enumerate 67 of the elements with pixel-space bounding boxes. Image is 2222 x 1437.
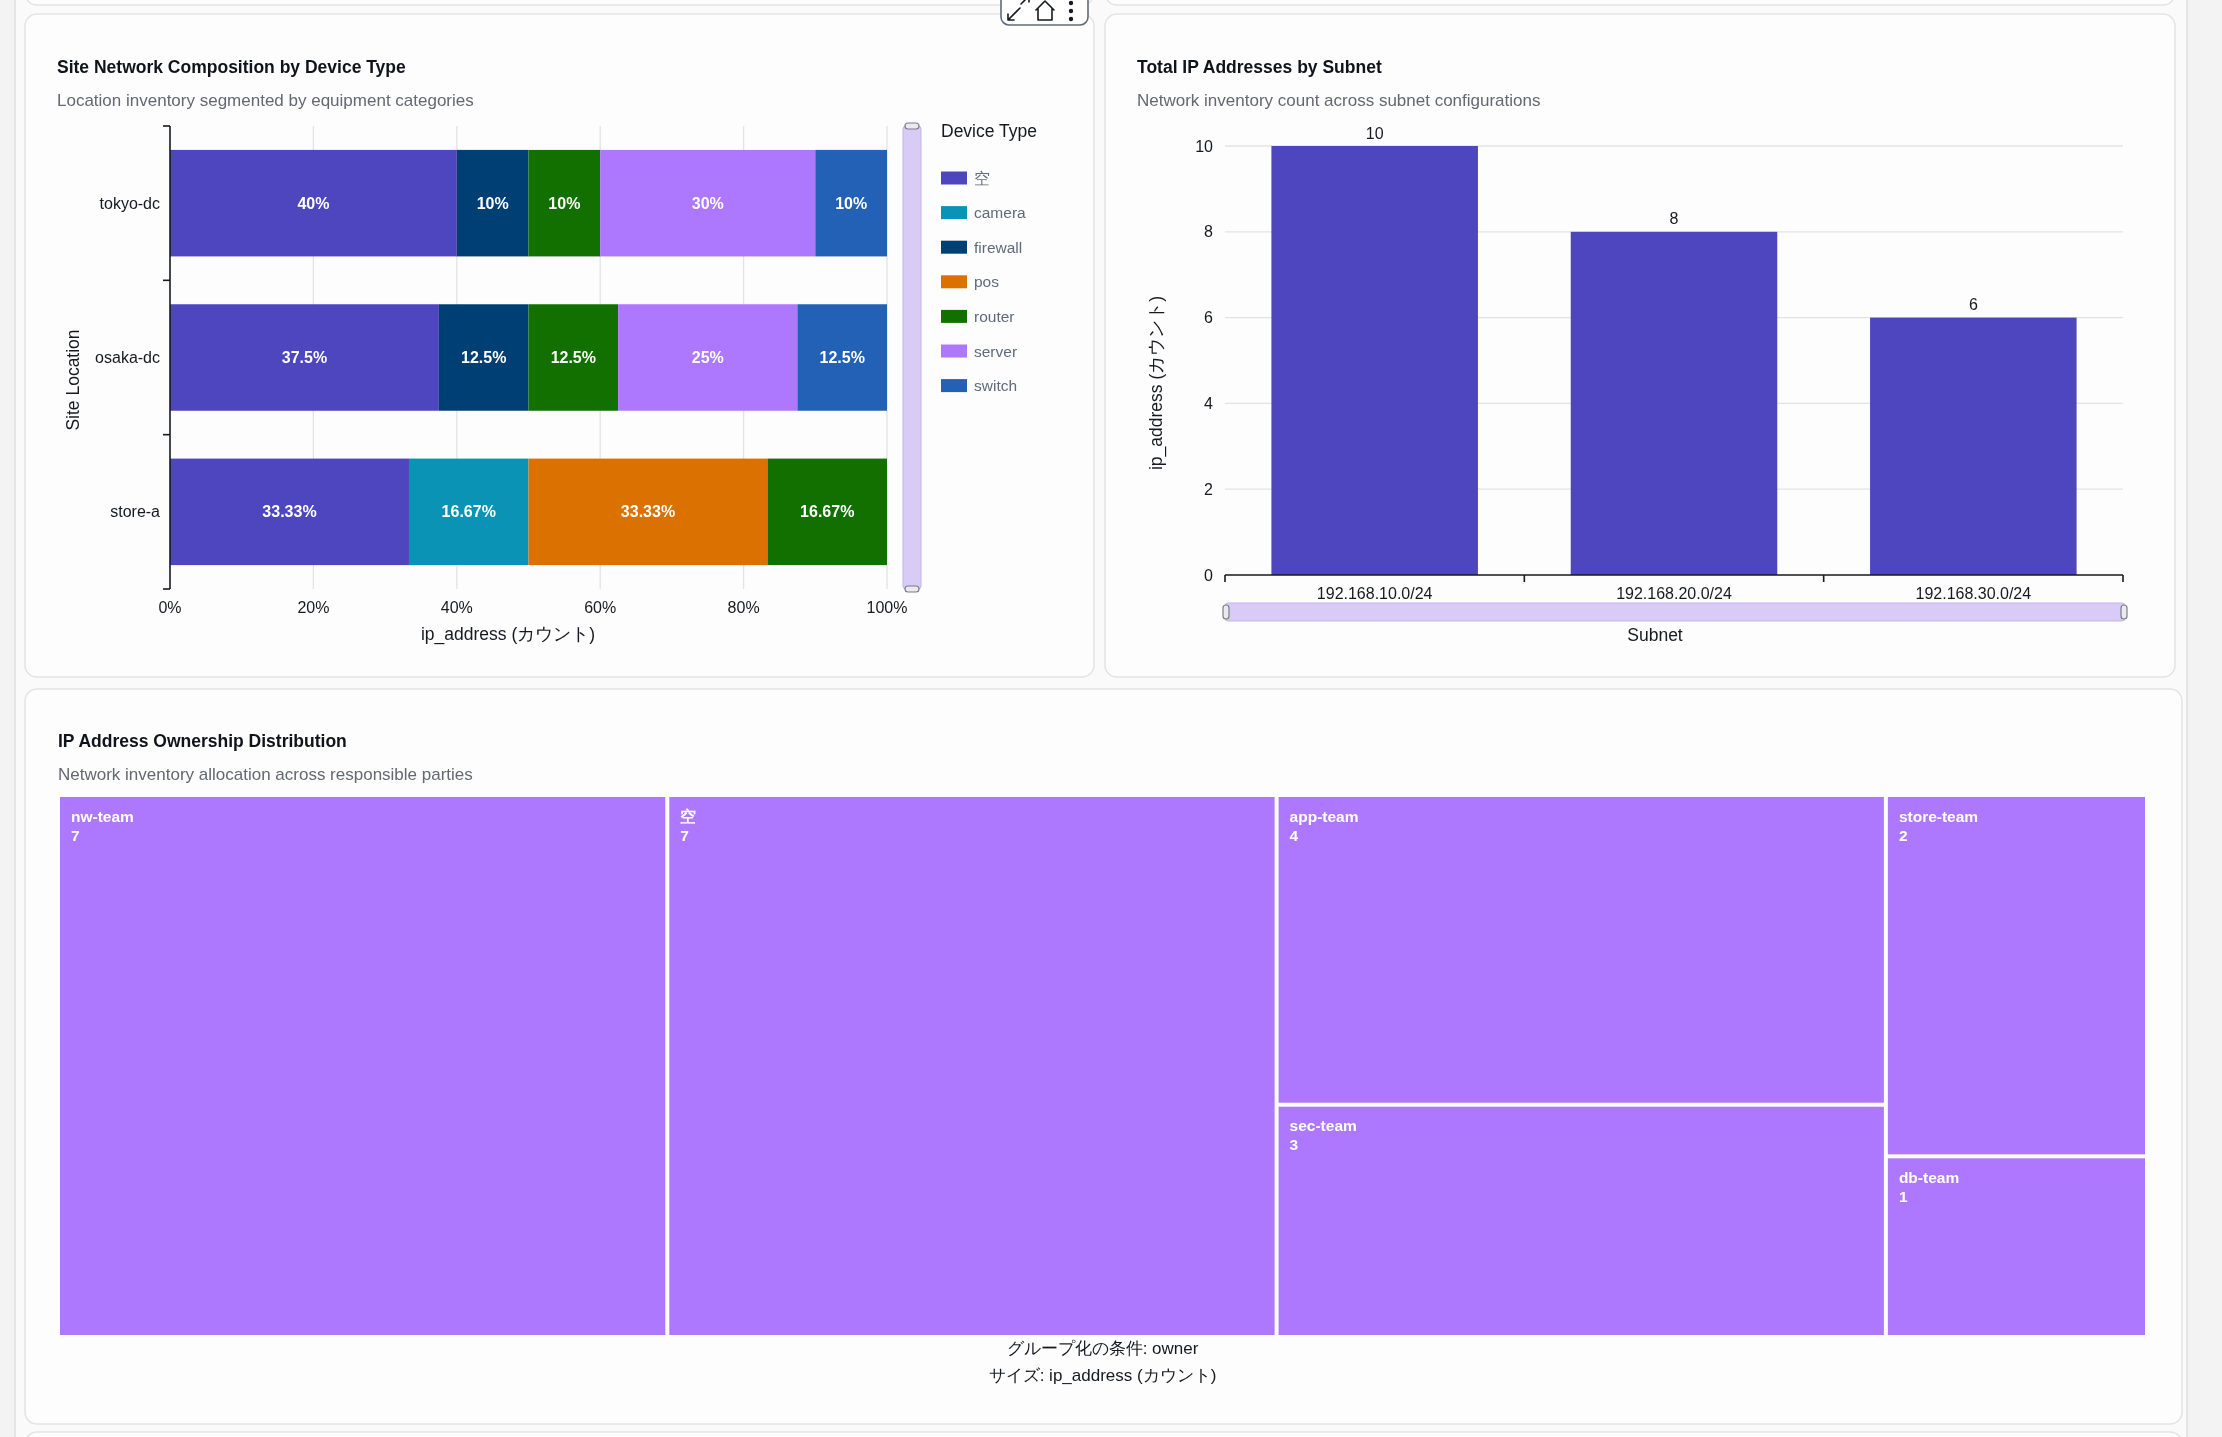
cell-label: app-team bbox=[1289, 807, 1359, 825]
cell-label: 空 bbox=[680, 807, 697, 825]
legend-label: firewall bbox=[974, 238, 1023, 256]
chart-subtitle: Network inventory count across subnet configurations bbox=[1137, 90, 1541, 110]
cell-label: nw-team bbox=[71, 807, 134, 825]
legend-title: Device Type bbox=[941, 121, 1037, 141]
axis-title: ip_address (カウント) bbox=[1146, 295, 1166, 471]
cell-label: sec-team bbox=[1289, 1117, 1357, 1135]
tick-label: 6 bbox=[1204, 309, 1213, 327]
chart-title: IP Address Ownership Distribution bbox=[58, 731, 347, 751]
tick-label: store-a bbox=[110, 503, 160, 521]
tick-label: 0% bbox=[158, 598, 182, 616]
data-label: 37.5% bbox=[281, 349, 328, 366]
axis-title: Subnet bbox=[1627, 625, 1683, 645]
data-label: 25% bbox=[691, 349, 724, 366]
legend-label: camera bbox=[974, 204, 1026, 222]
tick-label: 100% bbox=[866, 598, 908, 616]
data-label: 8 bbox=[1669, 210, 1679, 228]
annotation: グループ化の条件: owner bbox=[1006, 1338, 1199, 1358]
cell-value: 4 bbox=[1289, 826, 1299, 844]
data-label: 30% bbox=[691, 194, 724, 212]
data-label: 33.33% bbox=[262, 503, 317, 521]
tick-label: 2 bbox=[1204, 480, 1213, 498]
tick-label: 4 bbox=[1204, 394, 1213, 412]
tick-label: 0 bbox=[1204, 566, 1213, 584]
tick-label: 8 bbox=[1204, 223, 1213, 241]
annotation: サイズ: ip_address (カウント) bbox=[988, 1365, 1217, 1385]
axis-title: ip_address (カウント) bbox=[420, 624, 596, 644]
tick-label: 10 bbox=[1195, 137, 1213, 155]
chart-subtitle: Network inventory allocation across responsible parties bbox=[58, 764, 473, 784]
tick-label: 40% bbox=[440, 598, 473, 616]
data-label: 16.67% bbox=[800, 503, 855, 521]
chart-subtitle: Location inventory segmented by equipment categories bbox=[57, 90, 474, 110]
legend-label: switch bbox=[974, 377, 1018, 395]
tick-label: 80% bbox=[727, 598, 760, 616]
tick-label: 20% bbox=[297, 598, 330, 616]
data-label: 16.67% bbox=[441, 503, 496, 521]
cell-value: 3 bbox=[1289, 1136, 1299, 1154]
legend-label: server bbox=[974, 342, 1018, 360]
data-label: 12.5% bbox=[819, 349, 865, 366]
data-label: 6 bbox=[1968, 296, 1978, 314]
data-label: 10% bbox=[835, 194, 868, 212]
legend-label: router bbox=[974, 307, 1015, 325]
data-label: 10% bbox=[476, 194, 509, 212]
chart-title: Total IP Addresses by Subnet bbox=[1137, 57, 1382, 77]
legend-label: pos bbox=[974, 273, 999, 291]
tick-label: osaka-dc bbox=[95, 349, 160, 366]
tick-label: tokyo-dc bbox=[99, 194, 160, 212]
chart-title: Site Network Composition by Device Type bbox=[57, 57, 406, 77]
data-label: 12.5% bbox=[461, 349, 507, 366]
data-label: 10 bbox=[1365, 124, 1384, 142]
cell-value: 1 bbox=[1898, 1187, 1908, 1205]
cell-value: 7 bbox=[680, 826, 689, 844]
tick-label: 192.168.20.0/24 bbox=[1616, 584, 1732, 602]
cell-value: 7 bbox=[71, 826, 80, 844]
cell-label: db-team bbox=[1898, 1168, 1960, 1186]
data-label: 40% bbox=[297, 194, 330, 212]
tick-label: 192.168.30.0/24 bbox=[1915, 584, 2032, 602]
data-label: 33.33% bbox=[620, 503, 676, 521]
tick-label: 60% bbox=[584, 598, 617, 616]
data-label: 10% bbox=[548, 194, 581, 212]
cell-value: 2 bbox=[1898, 826, 1908, 844]
axis-title: Site Location bbox=[63, 329, 83, 431]
legend-label: 空 bbox=[974, 169, 990, 187]
cell-label: store-team bbox=[1898, 807, 1979, 825]
tick-label: 192.168.10.0/24 bbox=[1316, 584, 1433, 602]
data-label: 12.5% bbox=[550, 349, 596, 366]
